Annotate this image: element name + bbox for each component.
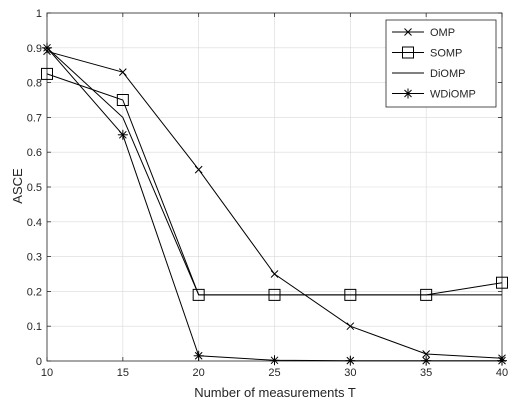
y-tick-label: 0.4 [27,217,42,229]
y-tick-label: 0.9 [27,43,42,55]
series-omp [43,47,506,363]
ticks: 10 15 20 25 30 35 40 0 0.1 0.2 0.3 0.4 0.5 0.6 0.7 0.8 0… [27,8,508,379]
series-line-diomp [46,47,502,296]
y-axis-label: ASCE [10,168,25,204]
y-tick-label: 0.2 [27,286,42,298]
series-wdiomp [42,42,507,366]
data-point-wdiomp [42,42,52,53]
data-point-somp [116,94,129,106]
legend-label-wdiomp: WDiOMP [430,89,476,101]
legend-marker-wdiomp [403,88,413,99]
y-tick-label: 0.6 [27,147,42,159]
legend-item-wdiomp: WDiOMP [392,88,476,101]
data-point-omp [194,165,203,174]
legend-marker-omp [404,28,412,36]
series-group [41,42,508,366]
legend-item-omp: OMP [392,27,455,39]
legend: OMP SOMP DiOMP WDiOMP [385,19,497,108]
data-point-omp [118,68,127,77]
data-point-wdiomp [269,355,280,366]
data-point-omp [346,322,355,331]
y-tick-label: 1 [36,8,42,20]
x-tick-label: 20 [193,367,205,379]
legend-box [385,19,497,108]
data-point-wdiomp [345,355,356,366]
data-point-somp [41,67,53,80]
data-point-somp [496,276,508,289]
y-tick-label: 0 [36,356,42,368]
series-diomp [46,47,502,296]
y-tick-label: 0.7 [27,112,42,124]
legend-marker-somp [402,46,414,59]
legend-item-somp: SOMP [392,46,462,60]
x-tick-label: 25 [268,367,280,379]
data-point-omp [270,270,279,278]
data-point-wdiomp [193,350,204,361]
x-tick-label: 15 [117,367,129,379]
legend-label-diomp: DiOMP [430,68,465,80]
legend-label-somp: SOMP [430,48,462,60]
y-tick-label: 0.5 [27,182,42,194]
x-tick-label: 30 [344,367,356,379]
x-tick-label: 10 [41,367,53,379]
data-point-wdiomp [117,129,128,140]
x-tick-label: 40 [496,367,508,379]
data-point-wdiomp [421,355,432,366]
data-point-omp [422,350,431,358]
x-axis-label: Number of measurements T [194,385,356,400]
x-tick-label: 35 [420,367,432,379]
y-tick-label: 0.3 [27,252,42,264]
y-tick-label: 0.8 [27,78,42,90]
legend-label-omp: OMP [430,27,455,39]
legend-item-diomp: DiOMP [392,68,465,80]
data-point-wdiomp [497,355,507,366]
y-tick-label: 0.1 [27,321,42,333]
